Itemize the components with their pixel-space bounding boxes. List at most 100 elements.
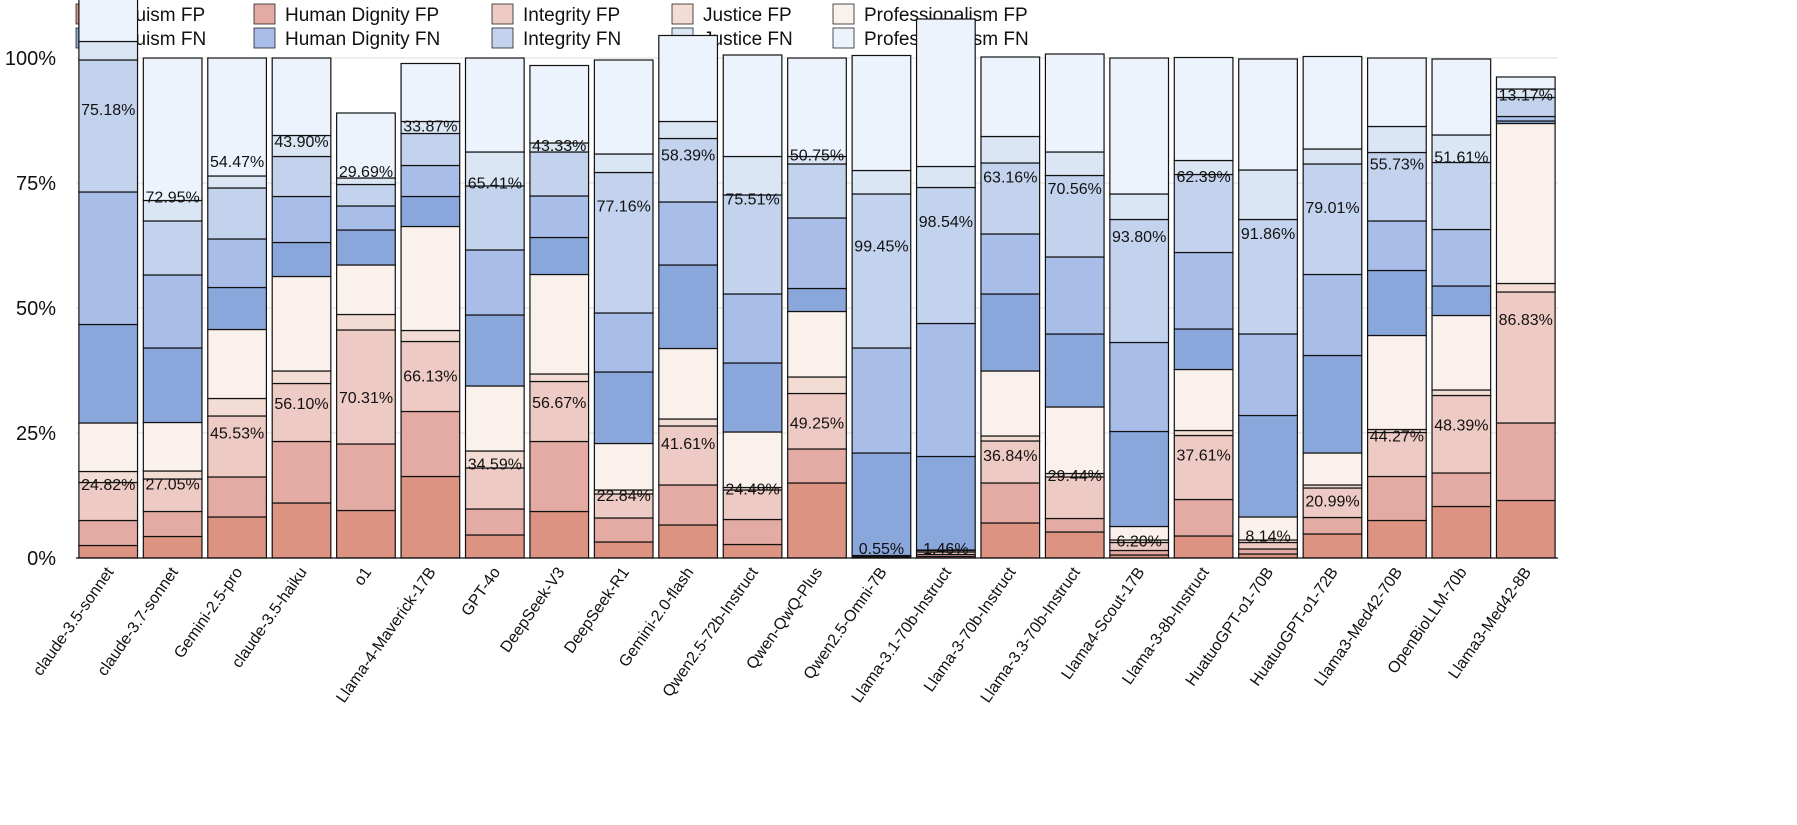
bar-segment-altruism-fn bbox=[658, 264, 719, 350]
bar-segment-professionalism-fp bbox=[529, 273, 590, 375]
bar-segment-integrity-fn bbox=[593, 171, 654, 314]
bar-segment-human-dignity-fp bbox=[78, 519, 139, 547]
x-tick-label: Llama-4-Maverick-17B bbox=[333, 565, 439, 707]
bar-segment-human-dignity-fp bbox=[1238, 548, 1298, 555]
fp-total-label: 44.27% bbox=[1370, 429, 1424, 446]
y-tick-label: 100% bbox=[5, 48, 56, 70]
bar-segment-integrity-fp bbox=[336, 329, 396, 445]
bar-segment-altruism-fn bbox=[1366, 269, 1427, 337]
bar-segment-human-dignity-fp bbox=[400, 410, 461, 478]
fn-total-label: 79.01% bbox=[1305, 200, 1359, 217]
bar-segment-justice-fn bbox=[207, 175, 268, 189]
bar-segment-integrity-fn bbox=[915, 186, 976, 325]
legend-swatch-professionalism-fp bbox=[832, 3, 855, 25]
bar-segment-human-dignity-fn bbox=[142, 274, 203, 349]
bar-segment-human-dignity-fn bbox=[722, 293, 783, 364]
legend-label-justice-fp: Justice FP bbox=[703, 5, 792, 26]
bar-segment-professionalism-fn bbox=[787, 57, 847, 158]
bar-segment-altruism-fn bbox=[1302, 354, 1363, 454]
bar-segment-professionalism-fp bbox=[1173, 368, 1234, 432]
bar-segment-justice-fn bbox=[1431, 134, 1492, 164]
x-tick-label: DeepSeek-R1 bbox=[561, 564, 633, 656]
bar-segment-professionalism-fp bbox=[464, 385, 525, 452]
bar-segment-integrity-fp bbox=[1495, 291, 1556, 424]
bar-segment-integrity-fn bbox=[851, 193, 912, 349]
bar-segment-human-dignity-fn bbox=[1173, 251, 1234, 330]
bar-segment-justice-fp bbox=[400, 329, 461, 343]
y-tick-label: 75% bbox=[16, 173, 56, 195]
bar-segment-professionalism-fn bbox=[1431, 58, 1492, 136]
bar-segment-justice-fn bbox=[1109, 193, 1170, 221]
bar-segment-human-dignity-fn bbox=[1366, 220, 1427, 272]
bar-segment-professionalism-fn bbox=[336, 112, 396, 179]
fp-total-label: 36.84% bbox=[983, 448, 1037, 465]
bar-segment-integrity-fn bbox=[142, 220, 203, 276]
fn-total-label: 91.86% bbox=[1241, 226, 1295, 243]
bar-segment-integrity-fn bbox=[1173, 173, 1234, 254]
fn-total-label: 93.80% bbox=[1112, 229, 1166, 246]
bar-segment-human-dignity-fn bbox=[400, 164, 461, 198]
bar-segment-altruism-fn bbox=[722, 362, 783, 433]
bar-segment-justice-fp bbox=[207, 397, 268, 417]
bar-segment-integrity-fp bbox=[400, 340, 461, 413]
bar-segment-integrity-fn bbox=[722, 194, 783, 295]
fp-total-label: 49.25% bbox=[790, 415, 844, 432]
bar-segment-human-dignity-fn bbox=[529, 195, 590, 239]
bar-segment-human-dignity-fp bbox=[271, 440, 332, 504]
legend-swatch-professionalism-fn bbox=[832, 27, 855, 49]
bar-segment-integrity-fp bbox=[78, 481, 139, 522]
bar-segment-justice-fn bbox=[851, 169, 912, 195]
fp-total-label: 41.61% bbox=[661, 436, 715, 453]
bar-segment-professionalism-fn bbox=[851, 54, 912, 172]
bar-segment-justice-fp bbox=[980, 435, 1041, 442]
legend-label-human-dignity-fn: Human Dignity FN bbox=[285, 29, 440, 50]
bar-segment-justice-fn bbox=[593, 153, 654, 174]
bar-segment-altruism-fn bbox=[1173, 328, 1234, 371]
bar-segment-human-dignity-fn bbox=[78, 191, 139, 326]
bar-segment-altruism-fp bbox=[787, 482, 847, 559]
bar-segment-integrity-fp bbox=[271, 382, 332, 443]
bar-segment-altruism-fn bbox=[1044, 333, 1105, 408]
fn-total-label: 54.47% bbox=[210, 154, 264, 171]
bar-segment-human-dignity-fn bbox=[1302, 273, 1363, 357]
bar-segment-integrity-fn bbox=[336, 183, 396, 207]
bar-segment-altruism-fn bbox=[78, 323, 139, 424]
y-tick-label: 50% bbox=[16, 298, 56, 320]
bar-segment-justice-fn bbox=[915, 165, 976, 189]
bar-segment-human-dignity-fp bbox=[980, 482, 1041, 524]
fn-total-label: 65.41% bbox=[468, 176, 522, 193]
bar-segment-integrity-fn bbox=[464, 185, 525, 251]
bar-segment-professionalism-fn bbox=[1109, 57, 1170, 195]
legend-label-integrity-fn: Integrity FN bbox=[523, 29, 621, 50]
bar-segment-human-dignity-fn bbox=[271, 195, 332, 244]
bar-segment-professionalism-fp bbox=[78, 422, 139, 473]
bar-segment-professionalism-fn bbox=[207, 57, 268, 177]
bar-segment-professionalism-fp bbox=[1431, 314, 1492, 391]
y-tick-label: 0% bbox=[27, 548, 56, 570]
fn-total-label: 50.75% bbox=[790, 147, 844, 164]
bar-segment-altruism-fn bbox=[142, 347, 203, 424]
bar-segment-professionalism-fp bbox=[336, 264, 396, 316]
fn-total-label: 55.73% bbox=[1370, 156, 1424, 173]
bar-segment-human-dignity-fn bbox=[336, 205, 396, 231]
bar-segment-professionalism-fn bbox=[1302, 55, 1363, 150]
bar-segment-human-dignity-fn bbox=[1044, 256, 1105, 335]
bar-segment-human-dignity-fp bbox=[336, 443, 396, 512]
bar-segment-human-dignity-fp bbox=[658, 484, 719, 526]
bar-segment-altruism-fn bbox=[207, 286, 268, 331]
fp-total-label: 34.59% bbox=[468, 456, 522, 473]
bar-segment-justice-fn bbox=[1238, 169, 1298, 221]
bar-segment-human-dignity-fp bbox=[1495, 422, 1556, 502]
fn-total-label: 29.69% bbox=[339, 164, 393, 181]
bar-segment-altruism-fp bbox=[142, 535, 203, 559]
bar-segment-justice-fn bbox=[658, 120, 719, 140]
bar-segment-altruism-fp bbox=[207, 516, 268, 559]
x-tick-label: DeepSeek-V3 bbox=[497, 564, 568, 655]
bar-segment-altruism-fn bbox=[336, 229, 396, 266]
bar-segment-human-dignity-fp bbox=[722, 518, 783, 546]
bar-segment-professionalism-fp bbox=[271, 275, 332, 372]
bar-segment-integrity-fp bbox=[464, 467, 525, 510]
fp-total-label: 56.67% bbox=[532, 395, 586, 412]
bar-segment-integrity-fn bbox=[400, 132, 461, 167]
bar-segment-professionalism-fn bbox=[1238, 58, 1298, 171]
